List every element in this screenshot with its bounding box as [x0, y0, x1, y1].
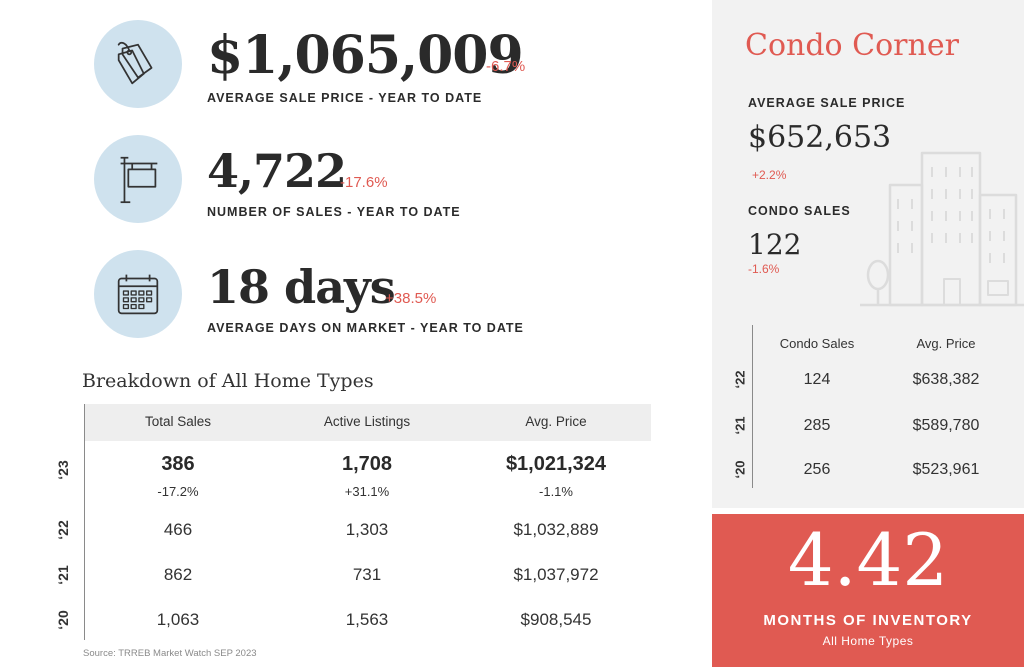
year-label-21: ‘21: [55, 565, 71, 585]
year-label-20: ‘20: [55, 610, 71, 630]
number-of-sales-label: NUMBER OF SALES - YEAR TO DATE: [207, 205, 461, 219]
condo-table-divider: [752, 325, 753, 488]
table-row-cell: 285: [803, 417, 831, 434]
current-total-sales: 386: [161, 453, 195, 475]
breakdown-title: Breakdown of All Home Types: [82, 370, 374, 392]
condo-avg-price-value: $652,653: [748, 120, 892, 155]
header-condo-sales: Condo Sales: [779, 336, 855, 351]
table-row-cell: 862: [163, 565, 193, 584]
condo-avg-price-change: +2.2%: [752, 168, 787, 182]
condo-building-icon: [860, 151, 1024, 307]
current-active-listings: 1,708: [341, 453, 393, 475]
condo-year-21: ‘21: [732, 416, 748, 435]
price-tag-icon-circle: [94, 20, 182, 108]
calendar-icon-circle: [94, 250, 182, 338]
breakdown-divider: [84, 404, 85, 640]
header-avg-price: Avg. Price: [525, 414, 587, 429]
year-label-22: ‘22: [55, 520, 71, 540]
table-row-cell: $638,382: [912, 371, 980, 388]
condo-avg-price-label: AVERAGE SALE PRICE: [748, 96, 906, 110]
table-row-cell: 256: [803, 461, 831, 478]
table-row-cell: $908,545: [520, 610, 592, 629]
table-row-cell: $523,961: [912, 461, 980, 478]
table-row-cell: 731: [352, 565, 382, 584]
breakdown-header-bg: [85, 404, 651, 441]
table-row-cell: 466: [163, 520, 193, 539]
condo-corner-panel: [712, 0, 1024, 508]
inventory-box: [712, 514, 1024, 667]
condo-year-20: ‘20: [732, 460, 748, 479]
for-sale-sign-icon-circle: [94, 135, 182, 223]
days-on-market-change: +38.5%: [385, 290, 437, 307]
price-tag-icon: [117, 41, 153, 85]
days-on-market-value: 18 days: [207, 260, 396, 314]
avg-sale-price-change: -6.7%: [486, 58, 526, 75]
table-row-cell: $1,032,889: [513, 520, 599, 539]
current-avg-price: $1,021,324: [505, 453, 607, 475]
header-condo-avg-price: Avg. Price: [916, 336, 976, 351]
table-row-cell: $1,037,972: [513, 565, 599, 584]
year-label-23: ‘23: [55, 460, 71, 480]
current-total-sales-change: -17.2%: [157, 484, 199, 499]
table-row-cell: $589,780: [912, 417, 980, 434]
condo-corner-title: Condo Corner: [745, 28, 959, 63]
table-row-cell: 1,063: [156, 610, 200, 629]
current-avg-price-change: -1.1%: [539, 484, 573, 499]
current-active-listings-change: +31.1%: [344, 484, 390, 499]
number-of-sales-value: 4,722: [207, 144, 347, 198]
for-sale-sign-icon: [120, 156, 158, 204]
table-row-cell: 124: [803, 371, 831, 388]
source-note: Source: TRREB Market Watch SEP 2023: [83, 648, 257, 659]
table-row-cell: 1,303: [345, 520, 389, 539]
number-of-sales-change: -17.6%: [340, 174, 388, 191]
table-row-cell: 1,563: [345, 610, 389, 629]
condo-sales-label: CONDO SALES: [748, 204, 851, 218]
condo-sales-value: 122: [748, 228, 802, 261]
calendar-icon: [117, 274, 159, 315]
condo-sales-change: -1.6%: [748, 262, 780, 276]
avg-sale-price-value: $1,065,009: [207, 25, 524, 86]
condo-year-22: ‘22: [732, 370, 748, 389]
header-total-sales: Total Sales: [144, 414, 212, 429]
header-active-listings: Active Listings: [323, 414, 411, 429]
months-of-inventory-label: MONTHS OF INVENTORY: [763, 612, 973, 629]
months-of-inventory-sub: All Home Types: [822, 634, 914, 648]
months-of-inventory-value: 4.42: [787, 518, 949, 602]
days-on-market-label: AVERAGE DAYS ON MARKET - YEAR TO DATE: [207, 321, 524, 335]
avg-sale-price-label: AVERAGE SALE PRICE - YEAR TO DATE: [207, 91, 483, 105]
